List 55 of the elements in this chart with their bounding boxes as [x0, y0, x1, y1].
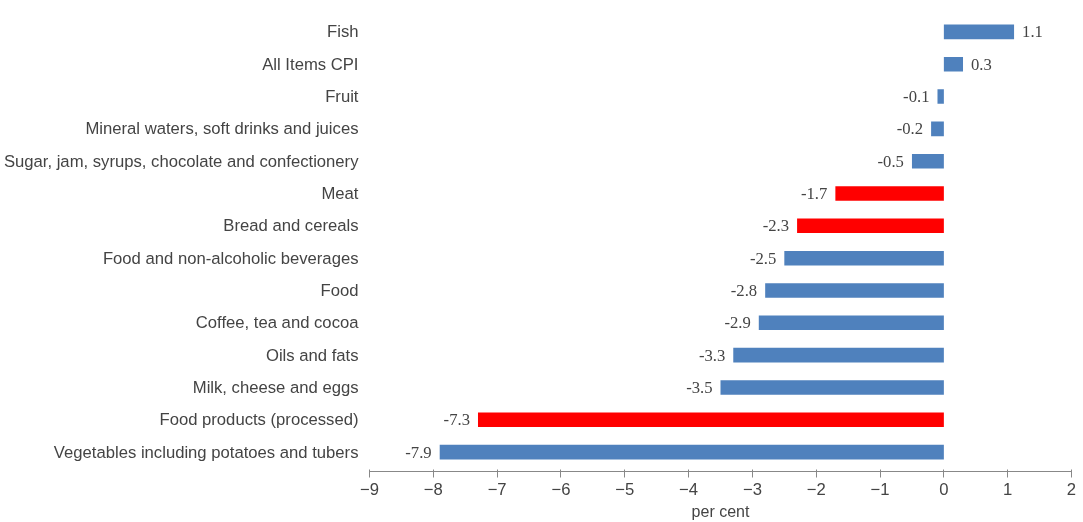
bar	[784, 250, 944, 266]
x-tick-label: −2	[806, 479, 826, 499]
x-tick-label: −4	[679, 479, 699, 499]
bar	[439, 444, 944, 460]
x-tick-label: 1	[1003, 479, 1013, 499]
y-tick-label: Food and non-alcoholic beverages	[102, 248, 359, 268]
data-label: -2.3	[762, 216, 790, 236]
bar	[733, 347, 944, 363]
x-tick-label: −6	[551, 479, 571, 499]
x-tick-label: −7	[487, 479, 507, 499]
x-tick-label: −8	[423, 479, 443, 499]
bar	[835, 186, 944, 201]
bar	[943, 24, 1015, 40]
bar	[758, 315, 944, 331]
data-label: -2.9	[724, 313, 751, 333]
bar	[931, 121, 944, 137]
data-label: -0.5	[877, 151, 904, 171]
y-tick-label: Bread and cereals	[223, 216, 359, 236]
bar	[765, 283, 944, 298]
bar	[937, 89, 944, 104]
bar	[797, 218, 944, 234]
y-tick-label: Food	[320, 280, 359, 300]
y-tick-label: Meat	[321, 184, 359, 204]
data-label: -0.2	[896, 119, 924, 139]
y-tick-label: All Items CPI	[262, 54, 359, 74]
data-label: 0.3	[971, 54, 992, 74]
y-tick-label: Milk, cheese and eggs	[192, 377, 359, 397]
data-label: -1.7	[801, 184, 828, 204]
data-label: -3.3	[698, 345, 726, 365]
data-label: -3.5	[686, 377, 713, 397]
y-tick-label: Fruit	[325, 87, 359, 107]
bar	[943, 56, 964, 72]
bar	[477, 412, 944, 428]
y-tick-label: Fish	[327, 22, 359, 42]
y-tick-label: Vegetables including potatoes and tubers	[53, 442, 359, 462]
x-axis-title: per cent	[691, 502, 750, 520]
x-tick-label: 2	[1066, 479, 1077, 499]
data-label: -2.5	[749, 248, 777, 268]
x-tick-label: −9	[360, 479, 379, 499]
y-tick-label: Oils and fats	[265, 345, 359, 365]
y-tick-label: Coffee, tea and cocoa	[195, 313, 360, 333]
y-tick-label: Food products (processed)	[159, 410, 359, 430]
data-label: -0.1	[903, 87, 930, 107]
bar	[720, 380, 944, 395]
data-label: -7.3	[443, 410, 470, 430]
x-tick-label: −5	[615, 479, 635, 499]
y-tick-label: Sugar, jam, syrups, chocolate and confectionery	[3, 151, 360, 171]
x-tick-label: 0	[939, 479, 949, 499]
data-label: -7.9	[405, 442, 432, 462]
x-tick-label: −1	[870, 479, 890, 499]
data-label: -2.8	[730, 280, 758, 300]
x-tick-label: −3	[742, 479, 762, 499]
bar	[911, 153, 944, 169]
y-tick-label: Mineral waters, soft drinks and juices	[85, 119, 359, 139]
data-label: 1.1	[1022, 22, 1043, 42]
